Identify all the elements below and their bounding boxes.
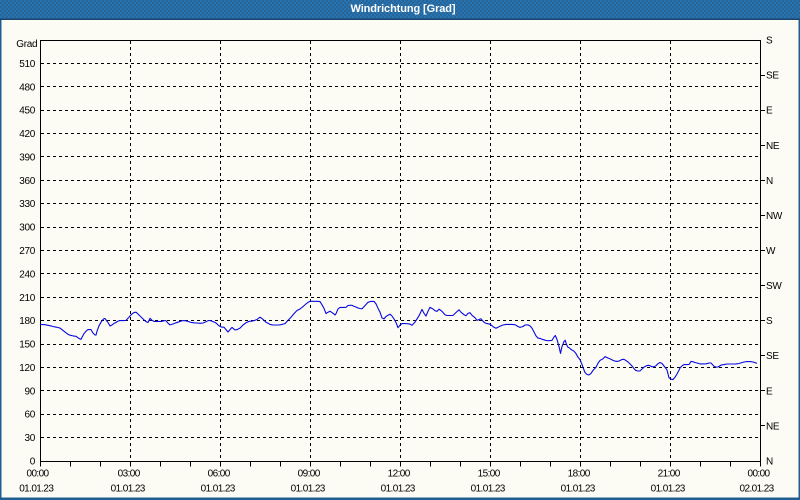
svg-text:240: 240: [19, 269, 36, 280]
svg-text:30: 30: [24, 433, 35, 444]
svg-text:360: 360: [19, 176, 36, 187]
svg-text:150: 150: [19, 340, 36, 351]
svg-text:06:00: 06:00: [208, 469, 231, 480]
svg-text:SE: SE: [766, 71, 779, 82]
svg-text:330: 330: [19, 199, 36, 210]
svg-text:90: 90: [24, 386, 35, 397]
svg-text:01.01.23: 01.01.23: [291, 484, 326, 495]
svg-text:Grad: Grad: [16, 39, 37, 50]
svg-text:Windrichtung [Grad]: Windrichtung [Grad]: [351, 3, 456, 15]
svg-text:SW: SW: [766, 281, 782, 292]
svg-text:270: 270: [19, 246, 36, 257]
svg-text:01.01.23: 01.01.23: [651, 484, 686, 495]
svg-text:480: 480: [19, 82, 36, 93]
svg-text:0: 0: [30, 457, 36, 468]
svg-text:NW: NW: [766, 211, 783, 222]
svg-text:NE: NE: [766, 421, 780, 432]
svg-text:60: 60: [24, 410, 35, 421]
svg-text:N: N: [766, 176, 773, 187]
svg-text:E: E: [766, 106, 773, 117]
svg-text:01.01.23: 01.01.23: [561, 484, 596, 495]
svg-text:N: N: [766, 457, 773, 468]
svg-text:SE: SE: [766, 351, 779, 362]
svg-text:12:00: 12:00: [388, 469, 411, 480]
svg-text:09:00: 09:00: [298, 469, 321, 480]
svg-text:21:00: 21:00: [658, 469, 681, 480]
svg-text:01.01.23: 01.01.23: [471, 484, 506, 495]
svg-text:01.01.23: 01.01.23: [19, 484, 54, 495]
svg-text:01.01.23: 01.01.23: [381, 484, 416, 495]
svg-text:W: W: [766, 246, 776, 257]
svg-text:01.01.23: 01.01.23: [111, 484, 146, 495]
svg-text:15:00: 15:00: [478, 469, 501, 480]
svg-text:NE: NE: [766, 141, 780, 152]
svg-text:390: 390: [19, 152, 36, 163]
svg-text:18:00: 18:00: [568, 469, 591, 480]
svg-text:180: 180: [19, 316, 36, 327]
svg-text:01.01.23: 01.01.23: [201, 484, 236, 495]
svg-text:00:00: 00:00: [747, 469, 770, 480]
svg-text:S: S: [766, 316, 773, 327]
svg-text:120: 120: [19, 363, 36, 374]
svg-text:S: S: [766, 36, 773, 47]
svg-text:210: 210: [19, 293, 36, 304]
svg-text:02.01.23: 02.01.23: [740, 484, 775, 495]
svg-text:300: 300: [19, 223, 36, 234]
svg-text:03:00: 03:00: [118, 469, 141, 480]
svg-text:450: 450: [19, 106, 36, 117]
svg-text:420: 420: [19, 129, 36, 140]
svg-text:E: E: [766, 386, 773, 397]
svg-text:00:00: 00:00: [26, 469, 49, 480]
svg-text:510: 510: [19, 59, 36, 70]
